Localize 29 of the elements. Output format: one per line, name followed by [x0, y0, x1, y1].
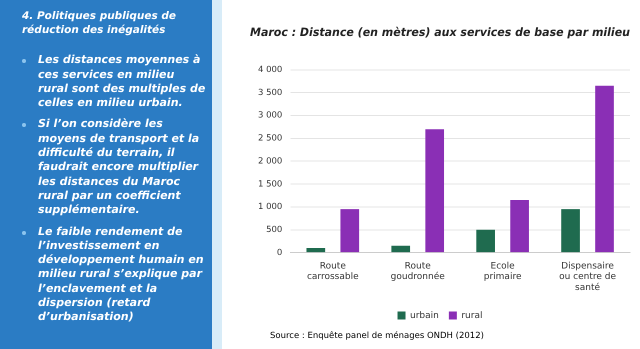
bar	[340, 209, 360, 252]
bar	[510, 200, 529, 252]
y-tick-label: 2 000	[258, 156, 282, 166]
text: 4. Politiques publiques de réduction des inégalités	[22, 10, 178, 38]
chart-title: Maroc : Distance (en mètres) aux services de base par milieu	[250, 26, 630, 39]
x-tick-label: Dispensaire ou centre de santé	[559, 261, 616, 293]
bar	[476, 230, 495, 252]
y-tick-label: 3 000	[258, 110, 282, 121]
text: Les distances moyennes à ces services en milieu rural sont des multiples de celles en milieu urbain.	[38, 53, 206, 110]
legend-label: urbain	[410, 310, 439, 321]
y-tick-label: 1 500	[258, 179, 282, 190]
y-tick-label: 500	[266, 224, 282, 235]
bar	[561, 209, 580, 252]
y-tick-label: 1 000	[258, 202, 282, 212]
y-tick-label: 2 500	[258, 134, 282, 144]
y-tick-label: 4 000	[258, 65, 282, 76]
source-note: Source : Enquête panel de ménages ONDH (2012)	[270, 331, 484, 341]
bar	[306, 248, 326, 252]
x-tick-label: Route goudronnée	[390, 261, 446, 282]
x-tick-label: Route carrossable	[306, 261, 360, 282]
text: Si l’on considère les moyens de transport et la difficulté du terrain, il faudrait encore multiplier les distances du Maroc rural par un coefficient supplémentaire.	[38, 117, 200, 218]
bar	[595, 86, 614, 252]
legend-label: rural	[461, 310, 482, 321]
x-tick-label: Ecole primaire	[484, 261, 522, 282]
y-tick-label: 3 500	[258, 88, 282, 98]
text: Le faible rendement de l’investissement en développement humain en milieu rural s’explique par l’enclavement et la dispersion (retard d’urbanisation)	[38, 224, 205, 325]
y-tick-label: 0	[276, 248, 282, 258]
bar	[391, 246, 410, 252]
bar	[425, 129, 444, 252]
